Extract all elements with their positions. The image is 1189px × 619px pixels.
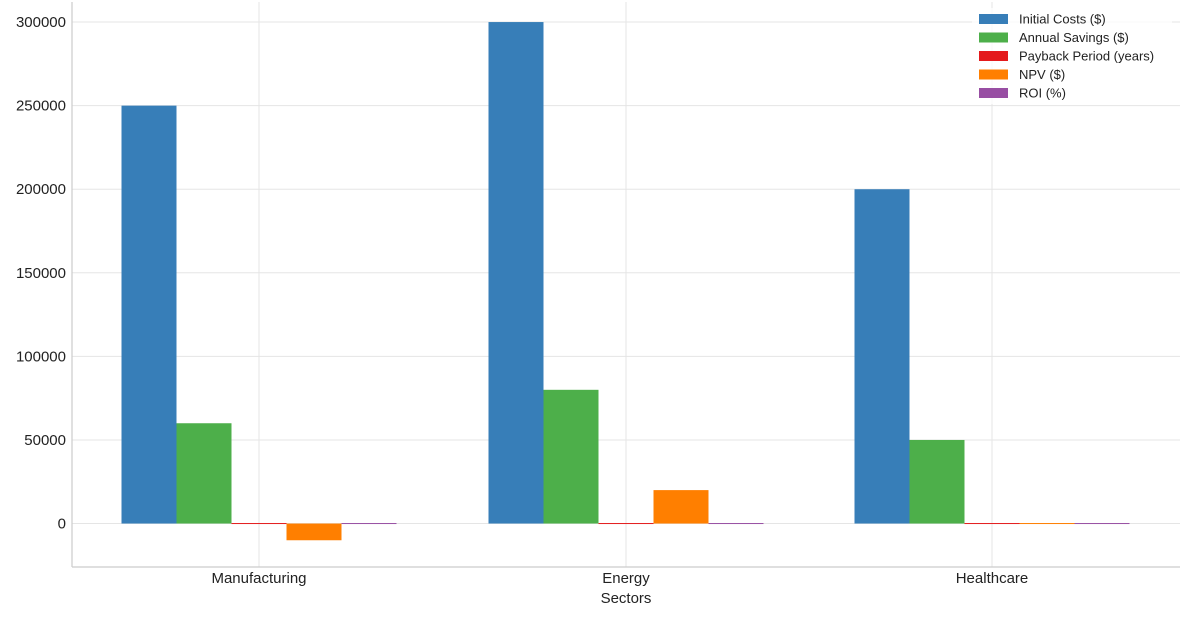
legend-label: Payback Period (years) [1019,49,1154,64]
bar-npv-energy [653,490,709,524]
bar-npv-healthcare [1019,523,1075,525]
y-tick-label: 250000 [16,98,66,115]
legend-label: Annual Savings ($) [1019,30,1129,45]
legend-swatch [979,51,1008,61]
x-tick-label: Healthcare [956,570,1029,587]
y-tick-label: 200000 [16,181,66,198]
bar-initial-costs-manufacturing [121,105,177,524]
grid-lines [72,2,1180,567]
y-tick-label: 100000 [16,348,66,365]
bar-npv-manufacturing [286,523,342,541]
legend: Initial Costs ($) Annual Savings ($) Payba… [972,8,1172,104]
bar-roi-energy [708,523,764,525]
legend-swatch [979,69,1008,80]
legend-label: Initial Costs ($) [1019,12,1106,27]
bar-initial-costs-healthcare [854,189,910,524]
bar-roi-manufacturing [341,523,397,525]
bar-annual-savings-healthcare [909,439,965,524]
x-tick-labels: Manufacturing Energy Healthcare [211,570,1028,587]
y-tick-label: 50000 [24,432,66,449]
x-axis-label: Sectors [601,590,652,607]
bar-payback-period-years-manufacturing [231,523,287,525]
y-tick-label: 150000 [16,265,66,282]
y-tick-labels: 0 50000 100000 150000 200000 250000 300000 [16,14,66,532]
bar-annual-savings-manufacturing [176,423,232,524]
bar-annual-savings-energy [543,389,599,524]
legend-swatch [979,14,1008,24]
x-tick-label: Manufacturing [211,570,306,587]
axes [71,2,1180,568]
bar-payback-period-years-energy [598,523,654,525]
x-tick-label: Energy [602,570,650,587]
legend-swatch [979,88,1008,98]
legend-swatch [979,32,1008,43]
y-tick-label: 0 [58,516,66,533]
bar-roi-healthcare [1074,523,1130,525]
bars [121,22,1130,541]
bar-payback-period-years-healthcare [964,523,1020,525]
bar-initial-costs-energy [488,22,544,524]
y-tick-label: 300000 [16,14,66,31]
legend-label: NPV ($) [1019,67,1065,82]
legend-label: ROI (%) [1019,86,1066,101]
